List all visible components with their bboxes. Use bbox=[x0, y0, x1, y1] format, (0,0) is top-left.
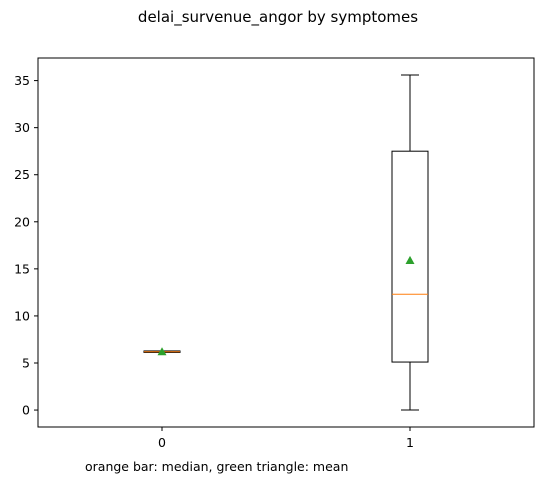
y-tick-label: 35 bbox=[14, 73, 30, 88]
chart-title: delai_survenue_angor by symptomes bbox=[138, 8, 418, 27]
x-tick-label: 0 bbox=[158, 435, 166, 450]
y-axis: 0 5 10 15 20 25 30 35 bbox=[14, 73, 38, 418]
mean-marker bbox=[157, 347, 167, 356]
box-group bbox=[143, 347, 181, 356]
iqr-box bbox=[391, 150, 429, 363]
plot-area bbox=[37, 57, 535, 428]
box-group bbox=[391, 74, 429, 411]
chart-footnote: orange bar: median, green triangle: mean bbox=[85, 459, 348, 474]
y-tick-label: 5 bbox=[22, 355, 30, 370]
y-tick-label: 20 bbox=[14, 214, 30, 229]
y-tick-label: 15 bbox=[14, 261, 30, 276]
y-tick-label: 0 bbox=[22, 403, 30, 418]
y-tick-label: 30 bbox=[14, 120, 30, 135]
boxes-layer bbox=[143, 74, 429, 411]
x-tick-label: 1 bbox=[406, 435, 414, 450]
y-tick-label: 10 bbox=[14, 308, 30, 323]
mean-marker bbox=[405, 255, 415, 264]
y-tick-label: 25 bbox=[14, 167, 30, 182]
